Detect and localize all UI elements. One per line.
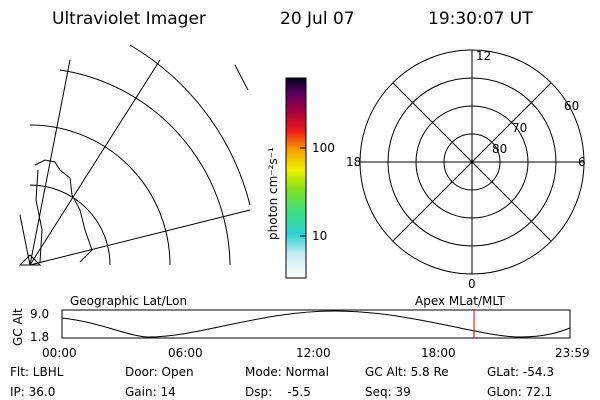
colorbar-label: photon cm⁻²s⁻¹ bbox=[266, 147, 280, 240]
time: 19:30:07 UT bbox=[428, 9, 533, 29]
strip-title: Apex MLat/MLT bbox=[415, 294, 505, 308]
status-field: Mode: Normal bbox=[245, 365, 329, 379]
strip-x-tick: 12:00 bbox=[296, 346, 331, 360]
strip-x-tick: 23:59 bbox=[555, 346, 590, 360]
status-field: GLon: 72.1 bbox=[487, 385, 552, 399]
status-field: GC Alt: 5.8 Re bbox=[365, 365, 449, 379]
strip-x-tick: 18:00 bbox=[421, 346, 456, 360]
footer: Flt: LBHL Door: Open Mode: Normal GC Alt: 5… bbox=[10, 365, 554, 399]
mlt-label: 6 bbox=[578, 155, 586, 169]
status-field: IP: 36.0 bbox=[10, 385, 55, 399]
strip-y-tick: 9.0 bbox=[30, 307, 49, 321]
strip-y-tick: 1.8 bbox=[30, 330, 49, 344]
polar-grid bbox=[359, 49, 585, 275]
colorbar-tick-label: 10 bbox=[312, 229, 327, 243]
altitude-curve bbox=[61, 310, 571, 338]
lat-label: 80 bbox=[492, 142, 507, 156]
status-field: Dsp: -5.5 bbox=[245, 385, 311, 399]
title: Ultraviolet Imager bbox=[52, 9, 206, 29]
lat-label: 60 bbox=[564, 99, 579, 113]
colorbar bbox=[285, 77, 307, 279]
strip-x-tick: 00:00 bbox=[42, 346, 77, 360]
lat-label: 70 bbox=[512, 121, 527, 135]
status-field: Seq: 39 bbox=[365, 385, 411, 399]
status-field: GLat: -54.3 bbox=[487, 365, 554, 379]
status-field: Door: Open bbox=[125, 365, 194, 379]
strip-frame bbox=[61, 309, 571, 339]
status-field: Gain: 14 bbox=[125, 385, 176, 399]
date: 20 Jul 07 bbox=[280, 9, 355, 29]
status-field: Flt: LBHL bbox=[10, 365, 64, 379]
mlt-label: 0 bbox=[468, 277, 476, 291]
map bbox=[18, 44, 251, 266]
strip-x-tick: 06:00 bbox=[168, 346, 203, 360]
strip-title: Geographic Lat/Lon bbox=[70, 294, 187, 308]
mlt-label: 18 bbox=[346, 155, 361, 169]
mlt-label: 12 bbox=[476, 49, 491, 63]
colorbar-tick-label: 100 bbox=[312, 141, 335, 155]
strip-y-label: GC Alt bbox=[11, 308, 25, 346]
